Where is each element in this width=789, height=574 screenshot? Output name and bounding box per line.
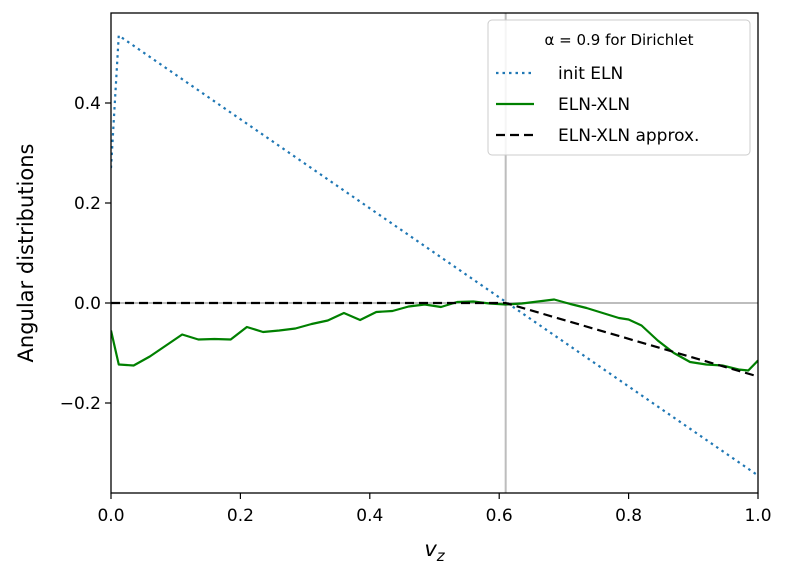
legend-label: init ELN bbox=[558, 64, 623, 84]
series-group bbox=[111, 34, 758, 477]
series-line-eln-xln-approx bbox=[111, 301, 758, 378]
plot-frame bbox=[110, 12, 759, 494]
y-tick-label: 0.4 bbox=[74, 94, 101, 114]
x-tick-label: 0.0 bbox=[97, 506, 124, 526]
legend: α = 0.9 for Dirichlet init ELN ELN-XLN ELN-… bbox=[487, 19, 751, 156]
x-tick-label: 0.4 bbox=[356, 506, 383, 526]
series-line-eln-xln bbox=[111, 298, 758, 372]
legend-label: ELN-XLN bbox=[558, 95, 630, 115]
x-tick-label: 1.0 bbox=[744, 506, 771, 526]
plot-area bbox=[111, 13, 758, 493]
legend-label: ELN-XLN approx. bbox=[558, 126, 699, 146]
legend-title: α = 0.9 for Dirichlet bbox=[544, 31, 693, 49]
x-tick-label: 0.6 bbox=[486, 506, 513, 526]
y-tick-label: 0.2 bbox=[74, 194, 101, 214]
x-axis-label: vz bbox=[424, 537, 445, 565]
x-tick-label: 0.2 bbox=[227, 506, 254, 526]
legend-box bbox=[487, 19, 751, 156]
y-axis-label: Angular distributions bbox=[14, 144, 38, 363]
x-tick-label: 0.8 bbox=[615, 506, 642, 526]
axes: 0.0 0.2 0.4 0.6 0.8 1.0 −0.2 0.0 0.2 0.4 vz Angular… bbox=[14, 12, 772, 565]
y-tick-label: 0.0 bbox=[74, 294, 101, 314]
y-tick-label: −0.2 bbox=[60, 394, 101, 414]
series-line-init-eln bbox=[111, 34, 758, 477]
